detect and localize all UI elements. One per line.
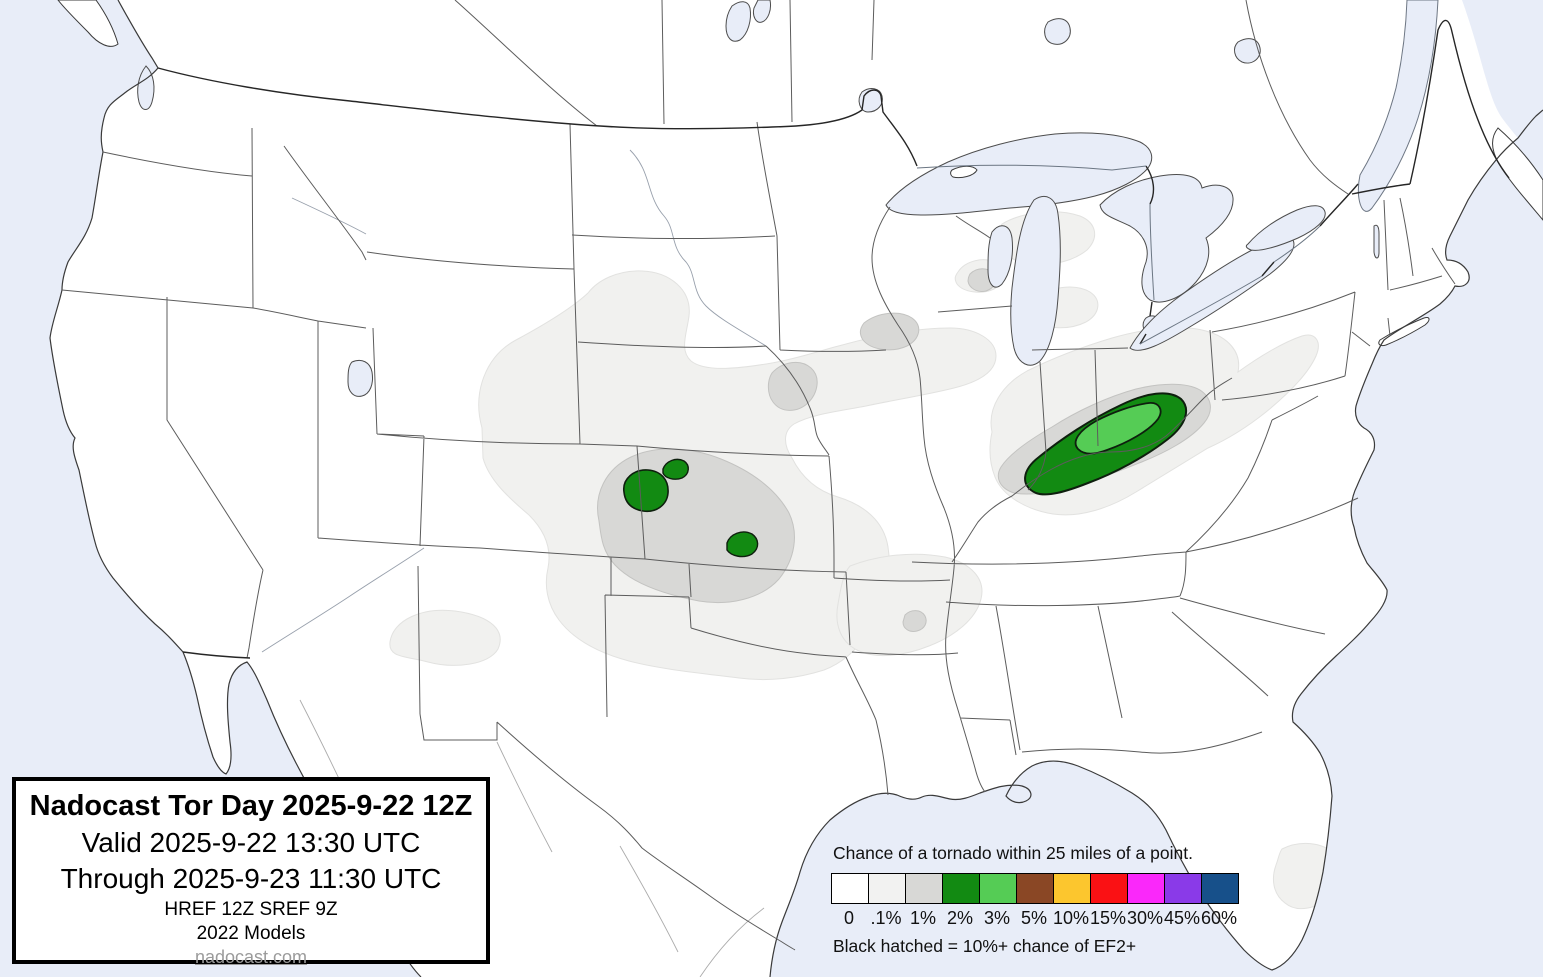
model-line-2: 2022 Models [196,923,306,944]
islands [57,0,1543,347]
lake-ontario [1245,205,1326,251]
valid-time: Valid 2025-9-22 13:30 UTC [81,827,421,858]
contour-2pct-eastern-colorado [623,469,669,513]
coastline [49,0,1543,977]
legend-swatch-5% [1016,873,1054,904]
legend-swatch-15% [1090,873,1128,904]
legend-swatch-45% [1164,873,1202,904]
through-time: Through 2025-9-23 11:30 UTC [60,863,442,894]
canada-province-borders [454,0,1349,195]
st-lawrence-estuary [1357,0,1439,212]
lake-michigan [1010,196,1061,366]
legend-title: Chance of a tornado within 25 miles of a… [833,843,1193,863]
title-box: Nadocast Tor Day 2025-9-22 12Z Valid 202… [12,777,490,967]
legend-swatch-3% [979,873,1017,904]
us-canada-mexico-borders [157,19,1510,659]
contour-3pct-ohio-valley [1074,402,1162,455]
model-line-1: HREF 12Z SREF 9Z [164,899,338,920]
legend-label-45%: 45% [1163,908,1201,928]
legend-label-15%: 15% [1089,908,1127,928]
legend-swatch-30% [1127,873,1165,904]
legend-swatch-60% [1201,873,1239,904]
border-through-lakes [916,164,1321,345]
long-island [1378,317,1430,347]
great-salt-lake [347,359,373,397]
us-state-borders [61,121,1456,951]
rivers [261,149,767,653]
lakes [137,0,1380,397]
lake-champlain [1373,224,1380,259]
contour-2pct-colorado-small [662,458,689,480]
legend-label-row: 0 .1% 1% 2% 3% 5% 10% 15% 30% 45% 60% [831,908,1275,929]
legend-swatch-.1% [868,873,906,904]
legend-label-5%: 5% [1020,908,1047,928]
canadian-lake-1 [725,1,751,42]
legend-label-.1%: .1% [870,908,902,928]
lake-huron [1099,174,1234,303]
mexico-state-borders [299,699,765,977]
contour-2pct-southern-kansas [726,531,759,558]
legend-label-60%: 60% [1200,908,1238,928]
legend-label-3%: 3% [983,908,1010,928]
legend-swatch-1% [905,873,943,904]
vancouver-island [57,0,119,47]
legend-swatch-10% [1053,873,1091,904]
legend-label-30%: 30% [1126,908,1164,928]
lake-nipigon [1044,18,1071,45]
legend-label-10%: 10% [1052,908,1090,928]
contour-0.1pct-new-mexico-texas [389,609,501,666]
contour-1pct-arkansas-dot [902,610,927,632]
probability-legend: Chance of a tornado within 25 miles of a… [831,843,1275,957]
green-bay [987,225,1013,288]
forecast-title: Nadocast Tor Day 2025-9-22 12Z [29,790,473,822]
contour-1pct-southern-minnesota [860,312,920,351]
contour-0.1pct-missouri-arkansas [836,553,983,656]
legend-swatch-row [831,873,1275,904]
pacific-ocean [0,0,421,977]
canadian-lake-2 [753,0,771,23]
isle-royale [950,165,978,179]
legend-label-2%: 2% [946,908,973,928]
gulf-of-st-lawrence [1462,0,1543,170]
legend-label-1%: 1% [909,908,936,928]
legend-swatch-2% [942,873,980,904]
nova-scotia [1492,127,1543,221]
nadocast-link[interactable]: nadocast.com [194,947,308,967]
quebec-lake [1234,38,1261,64]
legend-label-0: 0 [843,908,854,928]
gulf-and-atlantic [770,110,1543,977]
legend-swatch-0 [831,873,869,904]
legend-hatched-note: Black hatched = 10%+ chance of EF2+ [833,936,1137,956]
